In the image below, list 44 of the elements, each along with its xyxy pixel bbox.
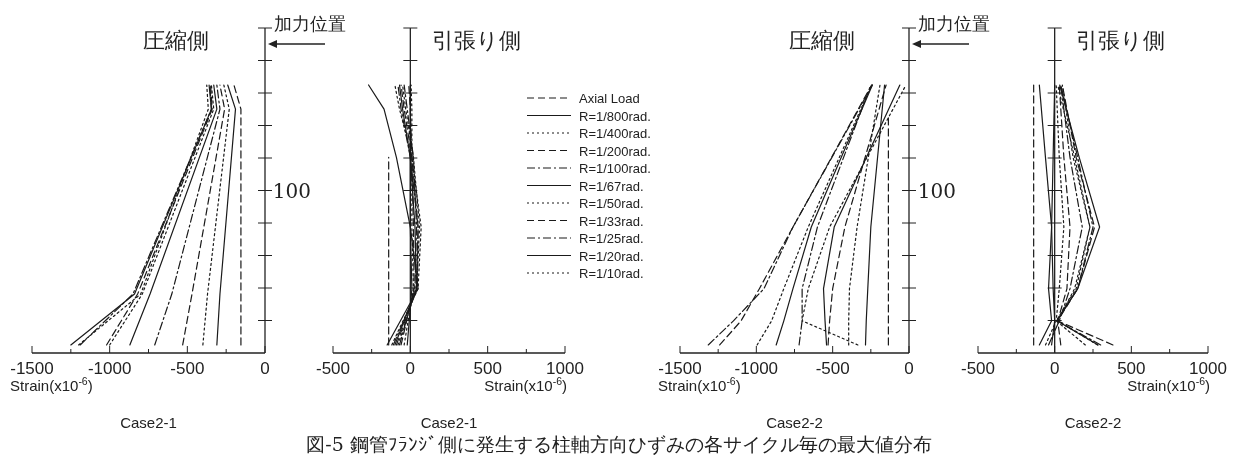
legend-label: R=1/50rad. <box>579 196 644 211</box>
x-axis-title: Strain(x10$^{-6}$) <box>658 375 741 394</box>
x-tick-label: -500 <box>815 359 850 378</box>
legend-label: R=1/800rad. <box>579 108 651 124</box>
x-tick-label: 0 <box>405 359 416 378</box>
chart-title: 圧縮側 <box>788 28 855 53</box>
legend-label: R=1/25rad. <box>579 231 644 246</box>
text: 加力位置 <box>274 13 346 34</box>
text: 100 <box>272 178 311 203</box>
legend-label: R=1/10rad. <box>579 266 644 281</box>
x-tick-label: -500 <box>170 359 205 378</box>
text: Case2-2 <box>1064 414 1122 431</box>
legend-label: R=1/33rad. <box>579 213 644 229</box>
x-tick-label: 1000 <box>546 359 584 378</box>
legend-label: R=1/100rad. <box>579 161 651 176</box>
text: Case2-2 <box>766 414 823 431</box>
chart-title: 圧縮側 <box>143 28 210 53</box>
legend-label: R=1/200rad. <box>579 143 651 159</box>
x-tick-label: -1000 <box>734 359 779 378</box>
chart-title: 引張り側 <box>1076 28 1166 53</box>
x-tick-label: 0 <box>904 359 914 378</box>
x-tick-label: -1500 <box>658 359 702 378</box>
x-tick-label: -1000 <box>87 359 132 378</box>
legend-label: R=1/400rad. <box>579 126 651 141</box>
x-tick-label: 0 <box>1049 359 1060 378</box>
x-tick-label: 0 <box>260 359 270 378</box>
x-axis-title: Strain(x10$^{-6}$) <box>484 375 567 394</box>
x-tick-label: 500 <box>1117 359 1146 378</box>
text: Case2-1 <box>120 414 177 431</box>
text: 加力位置 <box>918 13 990 34</box>
text: Case2-1 <box>420 414 478 431</box>
legend-label: R=1/20rad. <box>579 248 644 264</box>
x-tick-label: -500 <box>315 359 351 378</box>
legend-label: Axial Load <box>579 91 640 106</box>
x-tick-label: -500 <box>960 359 996 378</box>
text: 100 <box>917 178 956 203</box>
x-axis-title: Strain(x10$^{-6}$) <box>10 375 93 394</box>
text: 図-5 鋼管ﾌﾗﾝｼﾞ側に発生する柱軸方向ひずみの各サイクル毎の最大値分布 <box>306 433 932 455</box>
x-tick-label: 1000 <box>1189 359 1227 378</box>
legend-label: R=1/67rad. <box>579 178 644 194</box>
x-axis-title: Strain(x10$^{-6}$) <box>1127 375 1210 394</box>
x-tick-label: 500 <box>473 359 502 378</box>
chart-title: 引張り側 <box>432 28 522 53</box>
x-tick-label: -1500 <box>10 359 54 378</box>
